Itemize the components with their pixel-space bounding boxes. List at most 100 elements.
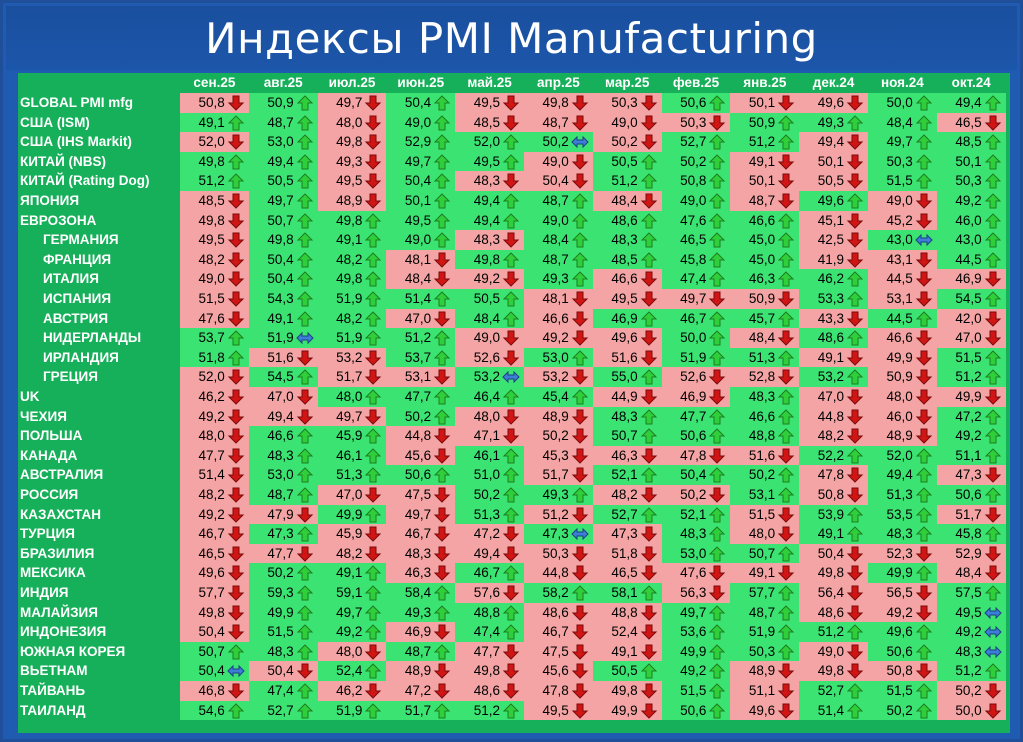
arrow-up-icon <box>296 448 314 464</box>
cell-value: 49,8 <box>336 212 363 228</box>
cell-value: 46,1 <box>473 447 500 463</box>
arrow-up-icon <box>502 212 520 229</box>
arrow-down-icon <box>227 565 245 582</box>
cell-value: 46,6 <box>748 212 776 228</box>
arrow-left-right-icon <box>983 605 1002 621</box>
cell-value: 51,2 <box>542 506 569 522</box>
arrow-down-icon <box>227 252 245 268</box>
cell-value: 53,1 <box>748 487 776 502</box>
arrow-down-icon <box>640 644 658 660</box>
cell-value: 49,8 <box>817 565 844 581</box>
table-cell: 46,5 <box>180 543 249 564</box>
table-cell: 49,5 <box>592 289 662 309</box>
arrow-down-icon <box>227 448 245 464</box>
cell-value: 56,4 <box>817 585 844 600</box>
table-row: ЯПОНИЯ 48,5 49,7 48,9 50,1 49,4 48,7 48,4 49,0 48… <box>18 191 1010 211</box>
table-cell: 48,8 <box>592 602 662 623</box>
cell-value: 48,8 <box>611 604 638 620</box>
table-cell: 51,7 <box>524 465 593 485</box>
table-cell: 50,4 <box>248 661 318 681</box>
table-cell: 48,7 <box>386 641 456 662</box>
arrow-down-icon <box>502 350 520 366</box>
table-cell: 48,2 <box>317 249 387 270</box>
table-cell: 49,1 <box>180 112 249 133</box>
arrow-up-icon <box>571 487 589 503</box>
table-cell: 50,3 <box>730 641 800 662</box>
cell-value: 50,0 <box>886 95 913 110</box>
cell-value: 48,5 <box>611 251 638 267</box>
row-label: ВЬЕТНАМ <box>20 663 88 679</box>
table-cell: 49,9 <box>868 563 937 583</box>
cell-value: 49,3 <box>542 487 569 502</box>
cell-value: 55,0 <box>611 369 638 385</box>
cell-value: 49,4 <box>955 95 982 110</box>
arrow-down-icon <box>502 173 520 190</box>
table-cell: 53,7 <box>180 328 249 348</box>
arrow-up-icon <box>915 114 933 131</box>
cell-value: 52,6 <box>680 369 707 385</box>
table-row: МЕКСИКА 49,6 50,2 49,1 46,3 46,7 44,8 46,5 47,6 4… <box>18 563 1010 583</box>
table-cell: 47,0 <box>799 387 868 407</box>
cell-value: 47,5 <box>404 487 432 502</box>
table-cell: 52,7 <box>661 132 731 152</box>
cell-value: 46,9 <box>680 389 707 404</box>
column-header: дек.24 <box>812 75 855 90</box>
cell-value: 49,8 <box>198 212 225 228</box>
table-cell: 49,8 <box>248 230 318 250</box>
arrow-up-icon <box>984 526 1002 542</box>
arrow-left-right-icon <box>571 134 589 150</box>
cell-value: 48,2 <box>198 487 225 502</box>
table-cell: 50,2 <box>524 132 593 152</box>
arrow-left-right-icon <box>502 369 520 385</box>
table-cell: 49,0 <box>592 112 662 133</box>
cell-value: 44,8 <box>817 408 844 424</box>
cell-value: 49,4 <box>473 545 500 561</box>
table-row: ЕВРОЗОНА 49,8 50,7 49,8 49,5 49,4 49,0 48,6 47,6… <box>18 210 1010 231</box>
cell-value: 45,0 <box>748 232 776 248</box>
arrow-down-icon <box>846 134 864 150</box>
arrow-up-icon <box>915 644 933 660</box>
table-cell: 51,0 <box>455 465 524 485</box>
cell-value: 52,7 <box>680 134 707 150</box>
arrow-down-icon <box>777 193 795 209</box>
table-cell: 50,6 <box>386 465 456 485</box>
arrow-up-icon <box>364 663 382 679</box>
arrow-up-icon <box>915 565 933 581</box>
cell-value: 51,7 <box>404 702 432 718</box>
table-cell: 50,7 <box>592 426 662 446</box>
cell-value: 49,8 <box>198 604 225 620</box>
table-cell: 46,4 <box>455 387 524 407</box>
cell-value: 49,6 <box>886 624 913 640</box>
arrow-down-icon <box>571 115 589 131</box>
arrow-down-icon <box>640 330 658 346</box>
arrow-up-icon <box>777 585 795 601</box>
cell-value: 53,7 <box>198 330 225 346</box>
table-cell: 44,8 <box>386 426 456 446</box>
table-cell: 51,4 <box>386 289 456 309</box>
cell-value: 45,7 <box>748 310 776 326</box>
cell-value: 53,5 <box>886 506 913 522</box>
arrow-down-icon <box>777 565 795 582</box>
cell-value: 51,9 <box>748 624 776 640</box>
cell-value: 50,1 <box>748 95 776 110</box>
cell-value: 57,5 <box>955 585 982 600</box>
table-cell: 48,6 <box>524 602 593 623</box>
table-cell: 49,4 <box>248 406 318 427</box>
cell-value: 50,2 <box>404 408 432 424</box>
cell-value: 45,9 <box>336 526 363 542</box>
table-cell: 49,8 <box>799 563 868 583</box>
cell-value: 46,9 <box>955 271 982 287</box>
arrow-up-icon <box>502 154 520 170</box>
cell-value: 50,6 <box>404 467 432 483</box>
cell-value: 48,4 <box>542 232 569 248</box>
cell-value: 51,5 <box>267 624 294 640</box>
table-cell: 50,4 <box>180 622 249 642</box>
arrow-up-icon <box>640 428 658 444</box>
cell-value: 49,2 <box>680 663 707 679</box>
table-cell: 51,2 <box>592 171 662 191</box>
row-label: КАНАДА <box>20 447 78 463</box>
table-cell: 49,3 <box>524 269 593 289</box>
table-cell: 50,7 <box>730 543 800 564</box>
arrow-up-icon <box>296 154 314 170</box>
arrow-down-icon <box>227 526 245 542</box>
